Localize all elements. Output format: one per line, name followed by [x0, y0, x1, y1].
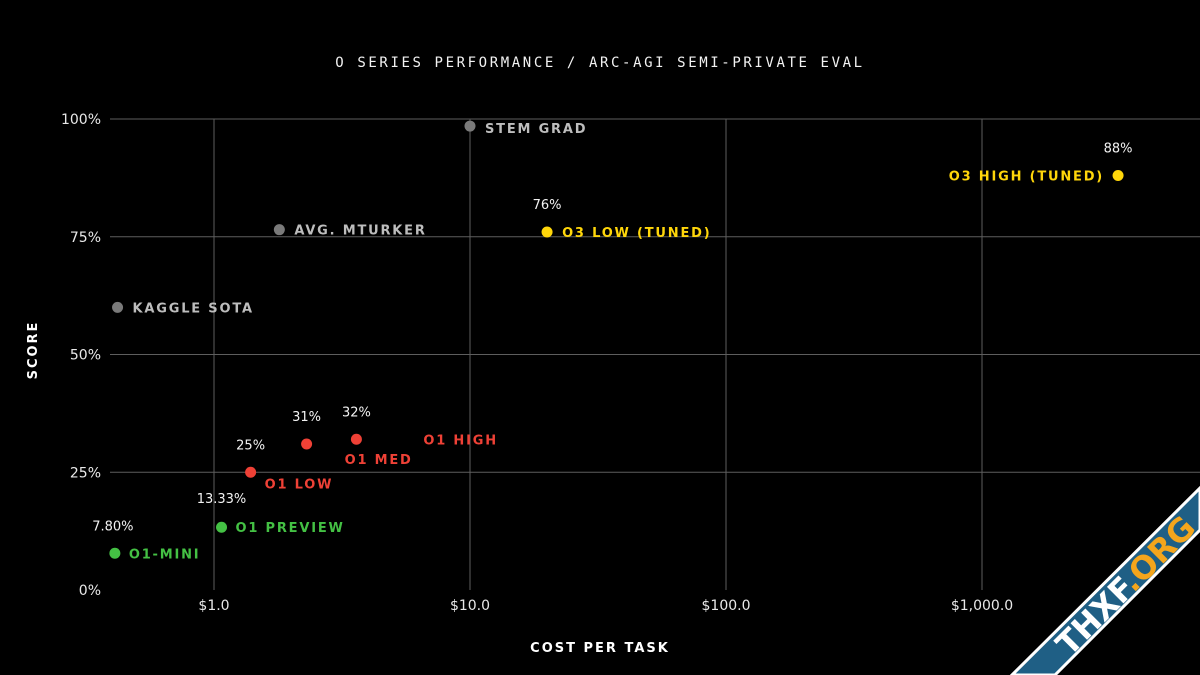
- data-point: [109, 547, 121, 559]
- value-label: 13.33%: [197, 492, 247, 507]
- data-point-group: STEM GRAD: [464, 120, 587, 137]
- value-label: 32%: [342, 405, 371, 420]
- chart-title: O SERIES PERFORMANCE / ARC-AGI SEMI-PRIV…: [335, 55, 864, 71]
- data-point-group: O1 MED 31%: [292, 410, 413, 468]
- data-point-group: O3 LOW (TUNED)76%: [533, 198, 711, 241]
- data-point: [464, 120, 476, 132]
- data-point: [112, 301, 124, 313]
- data-point-group: O1 PREVIEW 13.33%: [197, 492, 345, 536]
- value-label: 25%: [236, 438, 265, 453]
- grid: [110, 118, 1200, 590]
- point-label: O1 PREVIEW: [236, 521, 345, 536]
- value-label: 7.80%: [92, 519, 133, 534]
- watermark-band: [1009, 485, 1200, 675]
- x-tick-label: $1.0: [198, 598, 229, 614]
- y-tick-label: 25%: [70, 465, 101, 481]
- point-label: STEM GRAD: [485, 122, 587, 137]
- data-point-group: O1 LOW 25%: [236, 438, 334, 492]
- data-point: [273, 224, 285, 236]
- data-point: [350, 433, 362, 445]
- point-label: KAGGLE SOTA: [133, 301, 254, 316]
- data-point-group: AVG. MTURKER: [273, 224, 426, 239]
- x-axis-label: COST PER TASK: [530, 641, 670, 656]
- point-label: O1 MED: [345, 453, 413, 468]
- point-label: O1-MINI: [129, 547, 201, 562]
- y-tick-label: 50%: [70, 348, 101, 364]
- data-point-group: O1-MINI 7.80%: [92, 519, 201, 562]
- x-tick-label: $1,000.0: [951, 598, 1013, 614]
- point-label: O1 LOW: [265, 477, 334, 492]
- data-point-group: KAGGLE SOTA: [112, 301, 254, 316]
- value-label: 88%: [1104, 142, 1133, 157]
- data-point-group: O3 HIGH (TUNED)88%: [949, 142, 1133, 185]
- data-point: [301, 438, 313, 450]
- point-label: O1 HIGH: [423, 433, 498, 448]
- data-point-group: O1 HIGH 32%: [342, 405, 498, 448]
- value-label: 31%: [292, 410, 321, 425]
- x-tick-label: $100.0: [702, 598, 751, 614]
- x-tick-label: $10.0: [450, 598, 490, 614]
- y-tick-label: 100%: [61, 112, 101, 128]
- point-label: O3 HIGH (TUNED): [949, 170, 1104, 185]
- point-label: AVG. MTURKER: [294, 224, 426, 239]
- y-axis-label: SCORE: [26, 321, 41, 380]
- data-point: [216, 521, 228, 533]
- point-label: O3 LOW (TUNED): [562, 226, 711, 241]
- tick-labels: 0% 25% 50% 75% 100% $1.0 $10.0 $100.0 $1,000.0: [61, 112, 1013, 614]
- data-point: [1112, 170, 1124, 182]
- y-tick-label: 0%: [79, 583, 101, 599]
- data-point: [541, 226, 553, 238]
- data-point: [245, 466, 257, 478]
- y-tick-label: 75%: [70, 230, 101, 246]
- value-label: 76%: [533, 198, 562, 213]
